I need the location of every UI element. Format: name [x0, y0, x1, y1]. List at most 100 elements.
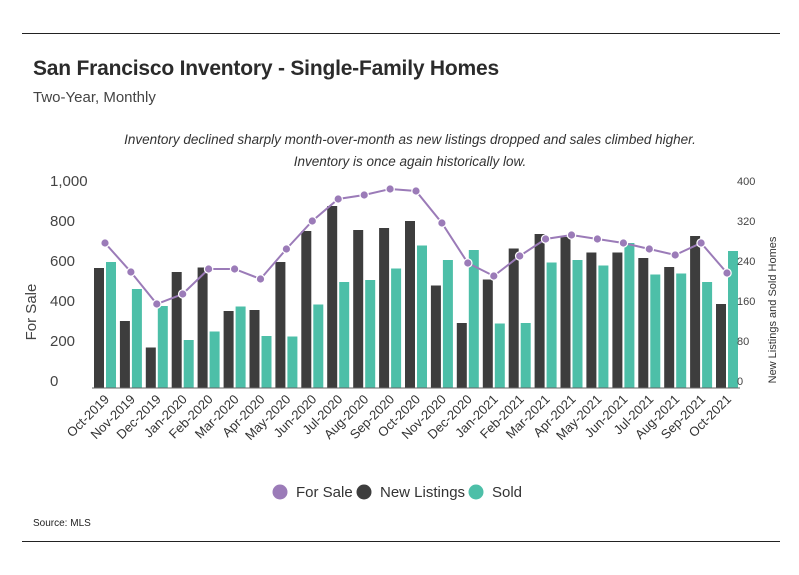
bar-sold — [624, 243, 635, 388]
y2-tick-label: 80 — [737, 336, 749, 348]
bar-sold — [598, 265, 609, 388]
bar-new-listings — [119, 321, 130, 388]
for-sale-point — [488, 271, 499, 281]
bar-sold — [650, 274, 661, 388]
bar-new-listings — [430, 285, 441, 388]
bar-sold — [702, 282, 713, 388]
bar-layer — [94, 206, 738, 388]
y-tick-label: 400 — [50, 293, 75, 310]
bar-sold — [131, 289, 142, 388]
bar-sold — [106, 262, 116, 388]
bar-sold — [468, 250, 479, 388]
bar-sold — [313, 304, 324, 388]
bar-sold — [442, 260, 453, 388]
for-sale-point — [644, 244, 655, 254]
y2-tick-label: 400 — [737, 176, 755, 188]
bar-new-listings — [301, 231, 312, 388]
legend-swatch — [272, 484, 288, 500]
bar-new-listings — [327, 206, 338, 388]
bar-new-listings — [145, 347, 156, 388]
bar-new-listings — [508, 248, 519, 388]
bar-new-listings — [716, 304, 726, 388]
for-sale-point — [592, 234, 603, 244]
bar-new-listings — [94, 268, 104, 388]
for-sale-point — [307, 216, 318, 226]
for-sale-point — [618, 238, 629, 248]
bar-new-listings — [275, 262, 286, 388]
chart-annotation: Inventory declined sharply month-over-mo… — [124, 132, 696, 169]
for-sale-point — [177, 289, 188, 299]
tick-layer: 02004006008001,000080160240320400Oct-201… — [50, 173, 755, 443]
for-sale-point — [100, 238, 110, 248]
bar-new-listings — [197, 267, 208, 388]
for-sale-point — [229, 264, 240, 274]
source-note: Source: MLS — [33, 518, 91, 529]
bar-sold — [520, 323, 531, 388]
bar-sold — [417, 245, 427, 388]
y2-axis-title: New Listings and Sold Homes — [767, 236, 779, 383]
for-sale-point — [152, 299, 162, 309]
bar-sold — [157, 306, 168, 388]
bar-new-listings — [690, 236, 701, 388]
y-axis-title: For Sale — [23, 284, 40, 341]
legend-swatch — [468, 484, 484, 500]
y-tick-label: 800 — [50, 213, 75, 230]
y2-tick-label: 240 — [737, 256, 755, 268]
bar-new-listings — [223, 311, 234, 388]
bar-sold — [546, 262, 557, 388]
for-sale-point — [437, 218, 447, 228]
for-sale-point — [566, 230, 577, 240]
bar-sold — [676, 273, 687, 388]
bar-new-listings — [638, 258, 649, 388]
bar-sold — [572, 260, 583, 388]
bar-sold — [391, 268, 402, 388]
bar-sold — [235, 306, 246, 388]
bar-new-listings — [586, 252, 597, 388]
legend: For Sale New Listings Sold — [272, 484, 522, 501]
bar-sold — [261, 336, 272, 388]
bar-new-listings — [353, 230, 364, 388]
y-tick-label: 600 — [50, 253, 75, 270]
for-sale-point — [359, 190, 369, 200]
legend-label: Sold — [492, 484, 522, 501]
y2-tick-label: 160 — [737, 296, 755, 308]
y-tick-label: 200 — [50, 333, 75, 350]
bottom-rule — [22, 541, 780, 542]
for-sale-point — [696, 238, 706, 248]
bar-new-listings — [534, 234, 545, 388]
bar-new-listings — [612, 252, 623, 388]
for-sale-point — [514, 251, 525, 261]
for-sale-point — [333, 194, 343, 204]
for-sale-point — [203, 264, 214, 274]
bar-sold — [728, 251, 738, 388]
for-sale-point — [281, 244, 292, 254]
chart-subtitle: Two-Year, Monthly — [33, 89, 156, 106]
chart-title: San Francisco Inventory - Single-Family … — [33, 57, 499, 80]
bar-sold — [209, 331, 220, 388]
bar-sold — [183, 340, 194, 388]
bar-new-listings — [456, 323, 467, 388]
bar-new-listings — [379, 228, 390, 388]
for-sale-point — [670, 250, 680, 260]
line-layer — [100, 184, 732, 309]
bar-new-listings — [560, 237, 571, 388]
y2-tick-label: 320 — [737, 216, 755, 228]
bar-sold — [365, 280, 376, 388]
bar-new-listings — [482, 279, 493, 388]
for-sale-point — [462, 258, 473, 268]
for-sale-point — [255, 274, 266, 284]
legend-label: New Listings — [380, 484, 465, 501]
bar-new-listings — [664, 267, 675, 388]
bar-new-listings — [249, 310, 260, 388]
y2-tick-label: 0 — [737, 376, 743, 388]
bar-sold — [494, 323, 505, 388]
legend-swatch — [356, 484, 372, 500]
legend-label: For Sale — [296, 484, 353, 501]
bar-sold — [287, 336, 298, 388]
for-sale-point — [411, 186, 421, 196]
bar-new-listings — [171, 272, 182, 388]
for-sale-point — [722, 268, 732, 278]
bar-new-listings — [405, 221, 415, 388]
for-sale-point — [126, 267, 136, 277]
